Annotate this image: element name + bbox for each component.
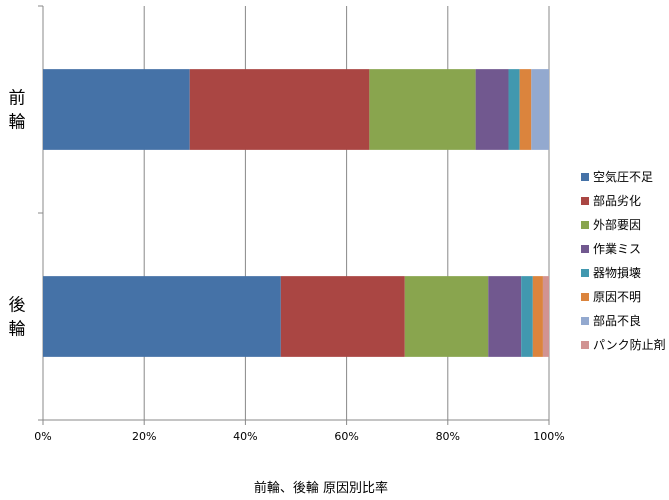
legend-label: 部品不良 <box>593 313 641 328</box>
bars <box>43 69 549 357</box>
bar-segment <box>43 276 281 357</box>
legend-swatch <box>581 269 589 277</box>
legend-label: 部品劣化 <box>593 193 641 208</box>
legend-swatch <box>581 245 589 253</box>
bar-segment <box>532 276 543 357</box>
bar-segment <box>508 69 520 150</box>
legend-swatch <box>581 173 589 181</box>
legend-label: 空気圧不足 <box>593 169 653 184</box>
category-label: 前輪 <box>9 89 26 133</box>
x-tick-labels: 0% 20% 40% 60% 80% 100% <box>34 430 564 443</box>
bar-segment <box>369 69 476 150</box>
x-tick-label: 20% <box>132 430 156 443</box>
bar-segment <box>488 276 522 357</box>
bar-segment <box>519 69 532 150</box>
bar-segment <box>475 69 509 150</box>
bar-segment <box>521 276 533 357</box>
x-tick-label: 100% <box>533 430 564 443</box>
bar-segment <box>531 69 549 150</box>
legend-label: 外部要因 <box>593 217 641 232</box>
legend-label: 作業ミス <box>593 242 641 256</box>
legend-swatch <box>581 317 589 325</box>
bar-segment <box>542 276 549 357</box>
bar-segment <box>189 69 370 150</box>
legend-swatch <box>581 221 589 229</box>
category-label: 後輪 <box>9 296 26 340</box>
axes <box>38 5 550 425</box>
legend-label: 器物損壊 <box>593 265 641 280</box>
legend-swatch <box>581 197 589 205</box>
legend-swatch <box>581 341 589 349</box>
x-tick-label: 80% <box>436 430 460 443</box>
bar-segment <box>43 69 190 150</box>
legend-swatch <box>581 293 589 301</box>
chart-title: 前輪、後輪 原因別比率 <box>254 480 388 496</box>
gridlines <box>143 6 550 420</box>
legend-label: パンク防止剤 <box>593 337 666 352</box>
x-tick-label: 60% <box>334 430 358 443</box>
bar-segment <box>280 276 405 357</box>
legend-label: 原因不明 <box>593 290 641 304</box>
bar-segment <box>404 276 489 357</box>
x-tick-label: 0% <box>34 430 51 443</box>
x-tick-label: 40% <box>233 430 257 443</box>
